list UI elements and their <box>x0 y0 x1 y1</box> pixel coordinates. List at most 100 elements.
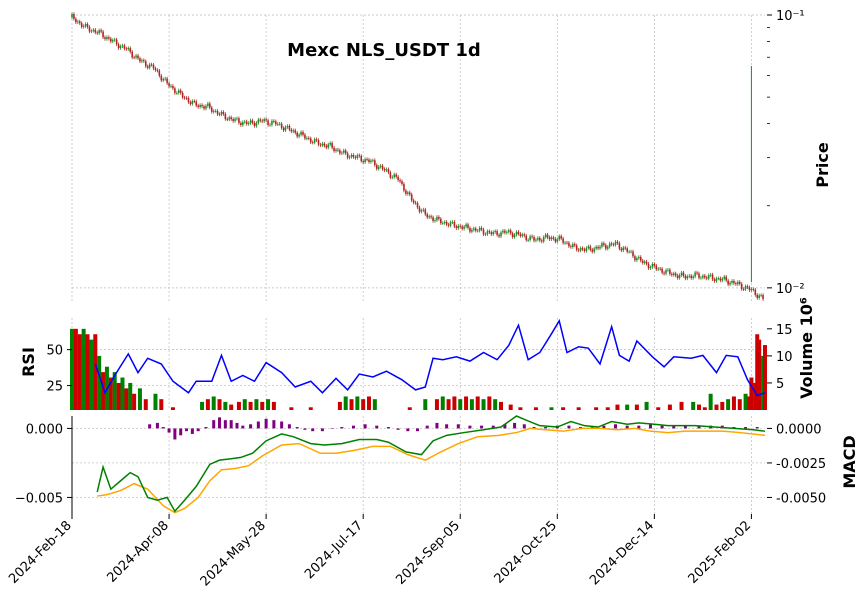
candle-body <box>754 289 757 295</box>
candle-body <box>509 230 512 234</box>
candle-body <box>474 228 477 231</box>
macd-histogram-bar <box>229 420 233 429</box>
candle-body <box>721 278 724 281</box>
candle-body <box>513 234 516 238</box>
volume-bar <box>561 407 566 410</box>
candle-body <box>696 272 698 274</box>
macd-histogram-bar <box>445 424 449 429</box>
candle-body <box>364 159 366 163</box>
candle-body <box>143 60 145 62</box>
candle-body <box>622 247 625 251</box>
candle-body <box>232 119 234 121</box>
candle-body <box>410 194 413 201</box>
candle-body <box>601 243 603 247</box>
volume-bar <box>308 407 313 410</box>
candle-body <box>651 263 654 268</box>
volume-bar <box>85 334 90 410</box>
volume-bar <box>423 399 428 410</box>
macd-histogram-bar <box>179 428 183 436</box>
macd-histogram-bar <box>320 428 324 432</box>
candle-body <box>504 230 506 233</box>
candle-body <box>86 24 89 27</box>
candle-body <box>150 64 153 66</box>
volume-axis-label: Volume 10⁶ <box>797 297 816 399</box>
macd-histogram-bar <box>579 427 583 429</box>
volume-bar <box>254 399 259 410</box>
candle-body <box>146 66 149 68</box>
candle-body <box>329 142 331 145</box>
candle-body <box>207 103 209 106</box>
candle-body <box>502 230 504 233</box>
candle-body <box>110 38 112 42</box>
x-tick-label: 2025-Feb-02 <box>686 518 755 587</box>
volume-tick-label: 10 <box>776 350 793 365</box>
candle-body <box>127 48 130 50</box>
volume-bar <box>217 399 222 410</box>
candle-body <box>292 130 295 132</box>
volume-bar <box>236 401 241 410</box>
volume-bar <box>549 407 554 410</box>
macd-signal-line <box>97 427 766 514</box>
macd-histogram-bar <box>223 420 227 429</box>
volume-bar <box>518 407 523 410</box>
candle-body <box>276 123 279 125</box>
candle-body <box>96 32 99 34</box>
candle-body <box>583 249 586 251</box>
candle-body <box>191 101 194 104</box>
candle-body <box>218 114 221 115</box>
candle-body <box>177 90 180 93</box>
candle-body <box>193 101 196 102</box>
candle-body <box>671 273 673 275</box>
candle-body <box>317 140 320 145</box>
candle-body <box>92 29 95 31</box>
macd-tick-label: 0.0000 <box>776 422 822 437</box>
candle-body <box>407 192 409 194</box>
candle-body <box>306 137 308 139</box>
candle-body <box>354 157 357 158</box>
volume-bar <box>594 407 599 410</box>
candle-body <box>465 224 467 227</box>
candle-body <box>412 200 415 203</box>
candle-body <box>339 150 341 154</box>
candle-body <box>694 272 696 277</box>
macd-histogram-bar <box>340 427 344 429</box>
candle-body <box>690 275 693 279</box>
candle-body <box>643 261 646 263</box>
candle-body <box>672 273 675 275</box>
candle-body <box>393 174 396 178</box>
chart-title: Mexc NLS_USDT 1d <box>287 40 481 61</box>
candle-body <box>704 275 706 278</box>
candle-body <box>261 120 264 122</box>
volume-bar <box>77 334 82 410</box>
candle-body <box>374 160 376 166</box>
candle-body <box>443 221 446 224</box>
volume-bar <box>367 396 371 410</box>
candle-body <box>608 243 611 247</box>
volume-bar <box>355 396 360 410</box>
candle-body <box>573 244 576 246</box>
candle-body <box>224 113 227 120</box>
macd-histogram-bar <box>311 428 315 432</box>
candle-body <box>236 118 238 120</box>
candle-body <box>397 176 399 181</box>
candle-body <box>589 246 592 250</box>
macd-histogram-bar <box>697 425 701 429</box>
candle-body <box>639 256 642 261</box>
candle-body <box>131 51 133 58</box>
macd-histogram-bar <box>672 425 676 429</box>
candle-body <box>539 237 541 241</box>
volume-bar <box>763 345 767 410</box>
candle-body <box>698 273 700 278</box>
volume-bar <box>223 401 228 410</box>
volume-bar <box>475 396 480 410</box>
volume-bar <box>108 377 113 410</box>
macd-histogram-bar <box>155 422 159 429</box>
candle-body <box>379 165 382 167</box>
candle-body <box>484 234 487 235</box>
candle-body <box>176 92 178 94</box>
candle-body <box>647 263 650 269</box>
volume-bar <box>481 399 486 410</box>
volume-bar <box>407 407 412 410</box>
volume-bar <box>124 388 129 410</box>
volume-bar <box>576 407 581 410</box>
